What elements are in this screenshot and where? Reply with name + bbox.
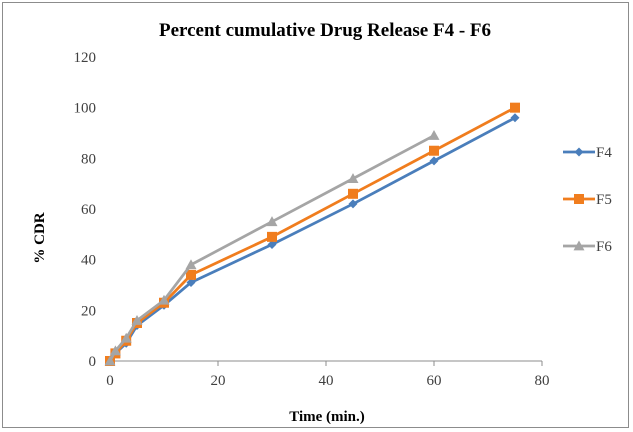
series-line (108, 116, 516, 362)
data-point (510, 102, 520, 113)
data-point (348, 188, 358, 199)
x-tick-label: 80 (535, 373, 550, 389)
data-point (186, 277, 196, 287)
data-point (185, 259, 197, 270)
legend-marker (573, 240, 585, 251)
data-point (267, 231, 277, 242)
y-tick-label: 120 (74, 50, 97, 66)
data-point (104, 355, 116, 366)
data-point (186, 269, 196, 280)
axes: 0 20 40 60 80 100 120 0 20 40 60 80 (74, 50, 550, 389)
data-point (131, 314, 143, 325)
legend-label: F6 (596, 239, 612, 255)
legend: F4 F5 F6 (563, 145, 612, 255)
series-f4 (105, 113, 520, 366)
data-point (109, 345, 121, 356)
y-tick-label: 40 (81, 253, 96, 269)
x-tick-label: 0 (106, 373, 114, 389)
data-point (120, 332, 132, 343)
chart-title: Percent cumulative Drug Release F4 - F6 (159, 20, 491, 41)
data-point (267, 239, 277, 249)
data-point (347, 173, 359, 183)
y-tick-label: 0 (89, 354, 97, 370)
data-point (266, 216, 278, 227)
series-f6 (104, 130, 440, 366)
legend-item-f6: F6 (563, 239, 612, 255)
legend-marker (574, 194, 584, 204)
data-point (428, 130, 440, 140)
x-axis-title: Time (min.) (289, 409, 365, 425)
y-axis-title: % CDR (32, 212, 48, 263)
x-tick-label: 40 (319, 373, 334, 389)
legend-label: F5 (596, 192, 612, 208)
data-point (348, 199, 358, 209)
y-tick-label: 60 (81, 202, 96, 218)
x-tick-label: 20 (211, 373, 226, 389)
y-tick-label: 80 (81, 151, 96, 167)
data-point (429, 156, 439, 166)
series-line (108, 106, 516, 362)
data-point (158, 294, 170, 305)
legend-label: F4 (596, 145, 612, 161)
data-point (510, 113, 520, 123)
series-layer (104, 102, 520, 366)
legend-item-f5: F5 (563, 192, 612, 208)
legend-marker (574, 147, 584, 157)
data-point (429, 145, 439, 156)
y-tick-label: 20 (81, 303, 96, 319)
y-tick-label: 100 (74, 101, 97, 117)
legend-item-f4: F4 (563, 145, 612, 161)
series-f5 (105, 102, 520, 366)
x-tick-label: 60 (427, 373, 442, 389)
